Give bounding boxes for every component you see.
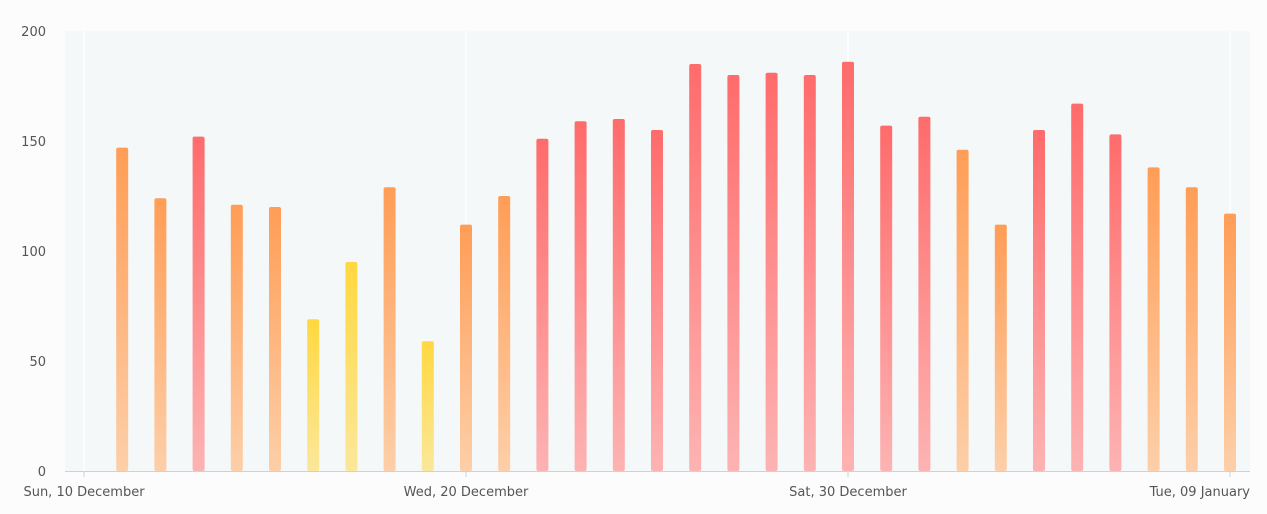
bars — [116, 61, 1236, 472]
x-tick-label: Sat, 30 December — [789, 485, 907, 500]
bar[interactable] — [994, 224, 1007, 471]
bar[interactable] — [727, 75, 740, 471]
bar[interactable] — [498, 196, 511, 471]
bar[interactable] — [460, 224, 472, 471]
bar[interactable] — [345, 262, 358, 471]
bar[interactable] — [689, 64, 702, 471]
bar[interactable] — [918, 116, 931, 472]
bar[interactable] — [956, 149, 969, 472]
bar[interactable] — [421, 341, 434, 471]
y-tick-label: 50 — [29, 355, 46, 370]
bar[interactable] — [651, 130, 663, 471]
bar[interactable] — [116, 147, 129, 471]
bar[interactable] — [192, 136, 205, 471]
bar[interactable] — [154, 198, 167, 471]
axes: Sun, 10 December Wed, 20 December Sat, 30 … — [21, 25, 1250, 500]
y-tick-label: 150 — [21, 135, 46, 150]
x-tick-label: Sun, 10 December — [23, 485, 145, 500]
bar[interactable] — [307, 319, 320, 471]
bar[interactable] — [1109, 134, 1122, 471]
x-tick-label: Tue, 09 January — [1149, 485, 1251, 500]
bar[interactable] — [1147, 167, 1160, 471]
bar[interactable] — [383, 187, 396, 471]
bar[interactable] — [536, 138, 549, 472]
bar[interactable] — [1224, 213, 1236, 471]
bar[interactable] — [842, 61, 854, 472]
bar[interactable] — [1185, 187, 1198, 471]
y-tick-label: 200 — [21, 25, 46, 40]
bar[interactable] — [574, 121, 587, 471]
y-tick-label: 100 — [21, 245, 46, 260]
bar[interactable] — [612, 119, 625, 471]
bar[interactable] — [765, 72, 778, 472]
bar[interactable] — [230, 204, 243, 472]
bar[interactable] — [1071, 103, 1084, 471]
bar[interactable] — [269, 207, 281, 471]
bar[interactable] — [880, 125, 893, 471]
y-tick-label: 0 — [38, 465, 46, 480]
x-tick-label: Wed, 20 December — [404, 485, 529, 500]
bar[interactable] — [1033, 130, 1045, 471]
bar[interactable] — [803, 75, 816, 471]
